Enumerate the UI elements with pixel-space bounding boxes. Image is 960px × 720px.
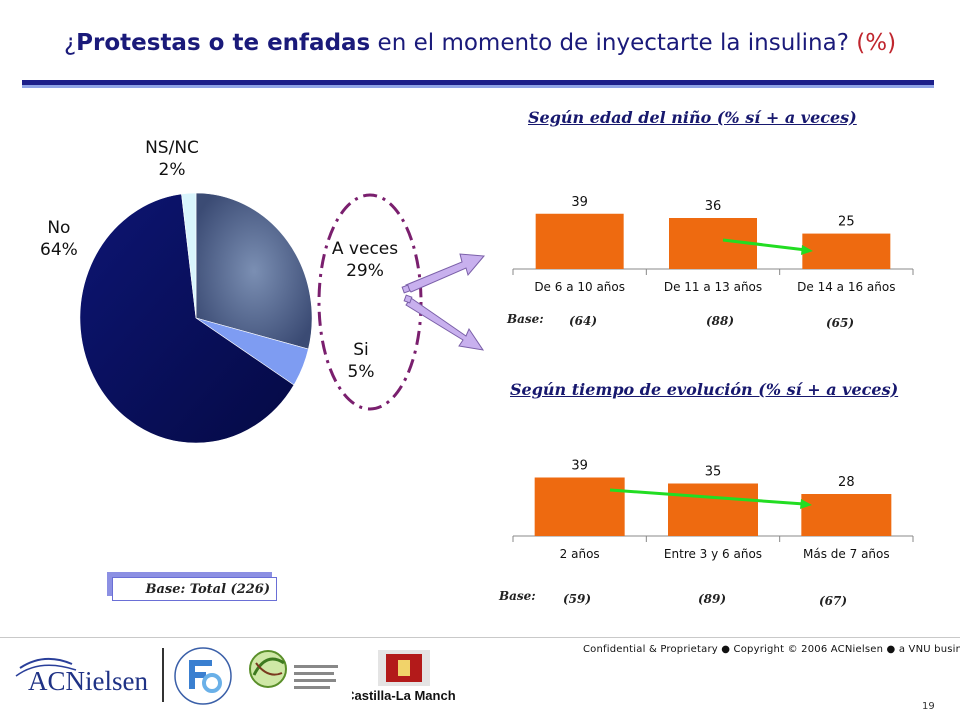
pie-label-si-value: 5% xyxy=(347,362,375,382)
bar xyxy=(802,233,891,269)
base-label-age: Base: xyxy=(507,312,544,326)
title-prefix: ¿ xyxy=(63,30,77,56)
category-label: De 11 a 13 años xyxy=(664,280,762,294)
bar xyxy=(668,483,758,536)
pie-label-no: No 64% xyxy=(40,217,78,261)
category-label: 2 años xyxy=(560,547,600,561)
category-label: De 6 a 10 años xyxy=(534,280,625,294)
callout-arrows xyxy=(401,253,486,351)
base-total: Base: Total (226) xyxy=(112,577,277,601)
bar xyxy=(534,477,625,536)
data-label: 25 xyxy=(838,215,855,230)
arrow-knot xyxy=(403,294,413,304)
pie-label-si-name: Si xyxy=(353,340,369,360)
acnielsen-logo: ACNielsen xyxy=(14,650,164,702)
data-label: 39 xyxy=(571,459,588,474)
svg-text:Castilla-La Mancha: Castilla-La Mancha xyxy=(352,688,456,703)
confidential-notice: Confidential & Proprietary ● Copyright ©… xyxy=(583,644,960,655)
data-label: 35 xyxy=(705,465,722,480)
category-label: De 14 a 16 años xyxy=(797,280,895,294)
base-value: (89) xyxy=(698,592,727,606)
base-value: (88) xyxy=(706,314,735,328)
title-emphasis: Protestas o te enfadas xyxy=(76,30,371,56)
pie-label-aveces-value: 29% xyxy=(346,261,384,281)
title-rest: en el momento de inyectarte la insulina? xyxy=(370,30,849,56)
base-label-evolution: Base: xyxy=(499,589,536,603)
arrow-up xyxy=(405,253,486,293)
arrow-down xyxy=(405,297,485,351)
trend-arrow-evolution xyxy=(609,488,812,509)
footer-rule xyxy=(0,637,960,638)
section-title-evolution: Según tiempo de evolución (% sí + a vece… xyxy=(510,380,899,399)
bar xyxy=(801,494,892,536)
base-value: (64) xyxy=(569,314,598,328)
page-number: 19 xyxy=(922,701,935,712)
section-title-age: Según edad del niño (% sí + a veces) xyxy=(528,108,857,127)
pie-slice-ns-nc xyxy=(181,192,197,319)
bar xyxy=(535,213,624,269)
pie-label-no-name: No xyxy=(47,218,71,238)
svg-text:ACNielsen: ACNielsen xyxy=(28,666,148,696)
pie-label-aveces-name: A veces xyxy=(331,239,399,259)
pie-label-nsnc-value: 2% xyxy=(158,160,186,180)
trend-arrow-age xyxy=(722,238,813,255)
logo-divider xyxy=(162,648,164,702)
data-label: 36 xyxy=(705,199,722,214)
fundacion-clm-logo xyxy=(242,645,342,703)
base-value: (59) xyxy=(563,592,592,606)
bar-chart-age: 39 De 6 a 10 años 36 De 11 a 13 años 25 De 14… xyxy=(512,195,914,294)
pie-chart xyxy=(79,192,313,444)
callout-ellipse xyxy=(317,193,423,411)
data-label: 39 xyxy=(571,195,588,210)
pie-label-nsnc: NS/NC 2% xyxy=(140,137,204,181)
pie-slice-a-veces xyxy=(195,192,313,350)
pie-label-nsnc-name: NS/NC xyxy=(145,138,199,158)
castilla-la-mancha-logo: Castilla-La Mancha xyxy=(345,646,464,704)
fundacion-diabetes-logo xyxy=(172,645,234,707)
base-value: (67) xyxy=(819,594,848,608)
pie-label-aveces: A veces 29% xyxy=(330,238,400,282)
pie-label-si: Si 5% xyxy=(343,339,379,383)
bar-chart-evolution: 39 2 años 35 Entre 3 y 6 años 28 Más de 7 año… xyxy=(512,459,914,561)
pie-slice-no xyxy=(79,193,295,444)
arrow-knot xyxy=(401,284,411,294)
base-value: (65) xyxy=(826,316,855,330)
page-title: ¿Protestas o te enfadas en el momento de… xyxy=(0,30,960,56)
data-label: 28 xyxy=(838,475,855,490)
title-pct: (%) xyxy=(856,30,897,56)
title-rule xyxy=(22,80,934,85)
pie-label-no-value: 64% xyxy=(40,240,78,260)
category-label: Entre 3 y 6 años xyxy=(664,547,762,561)
category-label: Más de 7 años xyxy=(803,547,890,561)
